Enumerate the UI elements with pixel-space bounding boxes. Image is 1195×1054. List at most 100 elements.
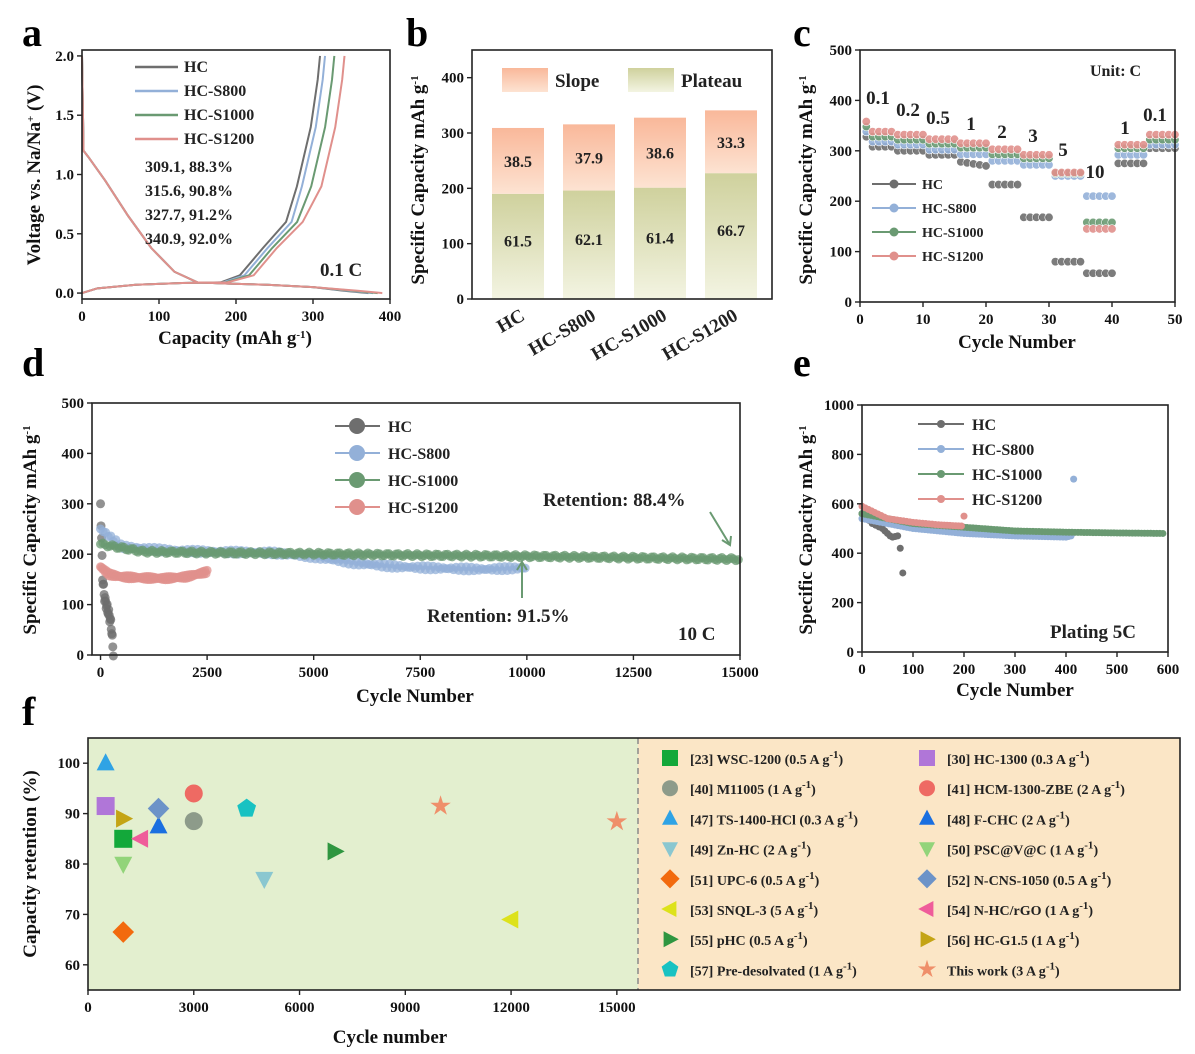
d-x-tick-label: 0 xyxy=(97,665,105,681)
legend-marker-14 xyxy=(661,960,679,977)
label-part: [53] SNQL-3 (5 A g xyxy=(690,904,804,919)
marker-triangle-down-6 xyxy=(255,871,274,890)
plot-frame xyxy=(859,49,1176,303)
f-y-tick-label: 80 xyxy=(65,857,80,873)
legend-label-f-2: [40] M11005 (1 A g-1) xyxy=(690,779,816,798)
a-x-axis-label: Capacity (mAh g-1) xyxy=(158,328,312,349)
bar-label-plateau-HC-S1000: 61.4 xyxy=(646,230,674,247)
f-y-tick-label: 70 xyxy=(65,907,80,923)
label-part: [56] HC-G1.5 (1 A g xyxy=(947,934,1066,949)
superscript: -1 xyxy=(1076,749,1085,761)
superscript: -1 xyxy=(21,425,33,434)
label-part: ) xyxy=(1107,874,1112,889)
legend-label-f-6: [49] Zn-HC (2 A g-1) xyxy=(690,840,812,859)
legend-marker-4 xyxy=(662,809,678,825)
c-x-tick-label: 50 xyxy=(1168,312,1183,328)
rate-label-c: 2 xyxy=(997,122,1007,143)
point-HC-S1200 xyxy=(861,117,871,127)
legend-label-f-5: [48] F-CHC (2 A g-1) xyxy=(947,809,1070,828)
legend-marker-HC-S800 xyxy=(889,203,899,213)
marker-triangle-down-7 xyxy=(114,856,133,874)
rate-label-c: 3 xyxy=(1028,126,1038,147)
d-y-tick-label: 0 xyxy=(77,648,85,664)
plot-region-bg xyxy=(88,738,638,990)
legend-label-f-3: [41] HCM-1300-ZBE (2 A g-1) xyxy=(947,779,1125,798)
point-HC-S1200 xyxy=(931,520,939,528)
label-part: ) xyxy=(1093,844,1098,859)
bar-label-slope-HC: 38.5 xyxy=(504,154,532,171)
superscript: -1 xyxy=(1046,960,1055,972)
f-y-tick-label: 90 xyxy=(65,807,80,823)
legend-marker-HC-S800 xyxy=(937,445,945,453)
rate-label-c: 0.1 xyxy=(1143,105,1167,126)
bar-slope-HC-S1200 xyxy=(705,110,757,174)
legend-label-f-9: [52] N-CNS-1050 (0.5 A g-1) xyxy=(947,870,1112,889)
legend-label-HC-S1000: HC-S1000 xyxy=(922,226,983,241)
label-part: [47] TS-1400-HCl (0.3 A g xyxy=(690,813,844,828)
point-HC-S1200 xyxy=(1139,140,1149,150)
legend-marker-8 xyxy=(660,869,680,889)
point-HC-S1000 xyxy=(1008,527,1016,535)
label-part: ) xyxy=(814,904,819,919)
point-HC xyxy=(1139,158,1149,168)
panel-a: a 0 100 200 300 400 0.0 0.5 1.0 1.5 2.0 Capacity (m… xyxy=(22,10,401,349)
marker-star-15 xyxy=(430,795,451,815)
point-HC-S1000 xyxy=(733,555,743,565)
point-HC xyxy=(108,651,118,661)
point-HC-S1200 xyxy=(1012,144,1022,154)
legend-label-f-1: [30] HC-1300 (0.3 A g-1) xyxy=(947,749,1090,768)
legend-label-f-0: [23] WSC-1200 (0.5 A g-1) xyxy=(690,749,844,768)
f-x-tick-label: 0 xyxy=(84,1000,92,1016)
legend-label-f-4: [47] TS-1400-HCl (0.3 A g-1) xyxy=(690,809,858,828)
b-y-tick-label: 300 xyxy=(442,126,465,142)
point-HC xyxy=(891,533,899,541)
superscript: -1 xyxy=(806,870,815,882)
e-y-tick-label: 600 xyxy=(832,497,855,513)
panel-d: d 0 2500 5000 7500 10000 12500 15000 0 100 200 300 4… xyxy=(20,340,759,707)
legend-label-HC: HC xyxy=(184,59,208,76)
marker-circle-3 xyxy=(184,784,203,803)
legend-label-HC: HC xyxy=(922,178,943,193)
rate-label-d: 10 C xyxy=(678,624,715,645)
bar-slope-HC-S1000 xyxy=(634,117,686,188)
a-x-tick-label: 100 xyxy=(148,309,171,325)
point-HC-S1200 xyxy=(981,138,991,148)
superscript: -1 xyxy=(1079,900,1088,912)
marker-triangle-up-4 xyxy=(96,753,115,771)
legend-marker-2 xyxy=(662,780,678,797)
legend-marker-15 xyxy=(917,959,937,978)
legend-marker-3 xyxy=(919,780,935,797)
legend-label-HC-S1000: HC-S1000 xyxy=(972,467,1042,484)
capacity-ce-label-HC: 309.1, 88.3% xyxy=(145,159,233,176)
panel-e: e 0 100 200 300 400 500 600 0 200 400 600 800 1000 Cyc… xyxy=(793,340,1179,701)
label-part: [48] F-CHC (2 A g xyxy=(947,813,1056,828)
d-y-tick-label: 500 xyxy=(62,396,85,412)
label-part: [55] pHC (0.5 A g xyxy=(690,934,794,949)
superscript: -1 xyxy=(802,779,811,791)
d-x-tick-label: 7500 xyxy=(405,665,435,681)
rate-label-c: 5 xyxy=(1058,140,1068,161)
d-y-tick-label: 400 xyxy=(62,446,85,462)
label-part: Specific Capacity mAh g xyxy=(796,84,817,285)
f-x-tick-label: 3000 xyxy=(179,1000,209,1016)
charge-curve-HC-S1200 xyxy=(81,55,346,295)
e-x-tick-label: 300 xyxy=(1004,662,1027,678)
legend-label-f-13: [56] HC-G1.5 (1 A g-1) xyxy=(947,930,1080,949)
legend-marker-HC xyxy=(937,420,945,428)
c-x-tick-label: 10 xyxy=(916,312,931,328)
b-x-tick-label-HC-S1200: HC-S1200 xyxy=(659,305,742,365)
point-HC-S1000 xyxy=(1059,528,1067,536)
retention-label-88: Retention: 88.4% xyxy=(543,490,685,511)
legend-label-HC-S1200: HC-S1200 xyxy=(388,500,458,517)
legend-marker-11 xyxy=(918,901,934,917)
point-HC xyxy=(106,615,116,625)
d-x-tick-label: 2500 xyxy=(192,665,222,681)
legend-marker-9 xyxy=(917,869,937,889)
marker-triangle-right-13 xyxy=(116,809,134,828)
point-HC xyxy=(981,161,991,171)
retention-arrow-91 xyxy=(516,560,528,598)
rate-label-c: 0.1 xyxy=(866,88,890,109)
superscript: -1 xyxy=(804,900,813,912)
d-x-axis-label: Cycle Number xyxy=(356,686,474,707)
point-HC xyxy=(107,630,117,640)
